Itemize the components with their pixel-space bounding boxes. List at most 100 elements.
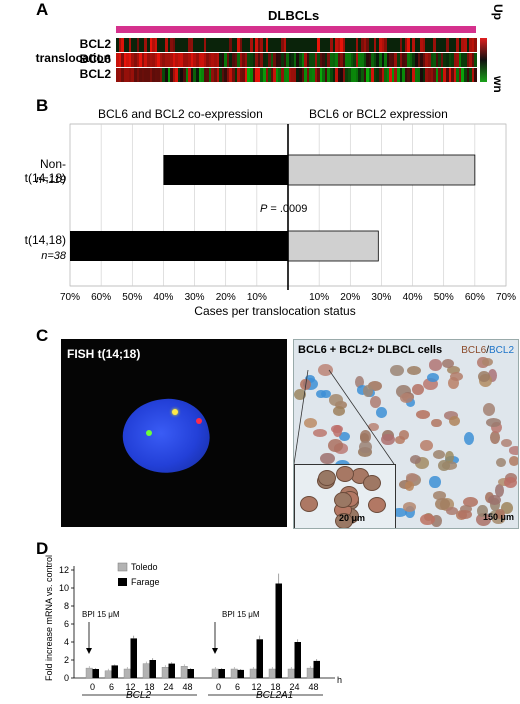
- heatmap-cell: [427, 68, 431, 82]
- bar-toledo: [85, 667, 93, 679]
- heatmap-cell: [402, 38, 405, 52]
- heatmap-cell: [342, 38, 346, 52]
- ihc-cell: [410, 454, 422, 465]
- heatmap-cell: [446, 38, 449, 52]
- hours-unit: h: [337, 675, 343, 685]
- heatmap-cell: [265, 38, 269, 52]
- panel-a-letter: A: [36, 0, 49, 19]
- heatmap-cell: [417, 68, 421, 82]
- heatmap-cell: [260, 53, 263, 67]
- heatmap-cell: [255, 53, 258, 67]
- ihc-inset: 20 μm: [294, 464, 396, 528]
- green-signal: [146, 430, 152, 436]
- ihc-cell: [463, 432, 475, 446]
- heatmap-cell: [198, 53, 202, 67]
- heatmap-cell: [435, 68, 439, 82]
- stain-bcl2-label: BCL2: [488, 345, 514, 356]
- heatmap-cell: [296, 68, 300, 82]
- heatmap-cell: [314, 68, 318, 82]
- heatmap-cell: [213, 68, 217, 82]
- heatmap-cell: [128, 68, 132, 82]
- heatmap-cell: [301, 53, 305, 67]
- y-tick-label: 12: [59, 565, 69, 575]
- heatmap-cell: [373, 53, 377, 67]
- ihc-cell: [367, 422, 380, 432]
- zoom-lines: [294, 369, 395, 465]
- ihc-cell: [354, 375, 365, 389]
- p-value: = .0009: [270, 203, 308, 215]
- heatmap-cell: [175, 53, 178, 67]
- heatmap-cell: [378, 68, 382, 82]
- heatmap-cell: [193, 38, 196, 52]
- ihc-cell: [420, 439, 433, 451]
- y-tick-label: 2: [64, 655, 69, 665]
- ihc-cell: [495, 484, 505, 497]
- ihc-cell: [363, 385, 374, 397]
- inset-cell: [363, 475, 382, 492]
- heatmap-cell: [469, 68, 472, 82]
- heatmap-cell: [291, 53, 294, 67]
- heatmap-cell: [404, 68, 408, 82]
- heatmap-cell: [262, 68, 266, 82]
- ihc-cell: [501, 501, 514, 514]
- heatmap-cell: [183, 53, 186, 67]
- heatmap-cell: [433, 38, 436, 52]
- bar-toledo: [180, 666, 188, 679]
- heatmap-cell: [355, 68, 359, 82]
- heatmap-cell: [162, 38, 165, 52]
- heatmap-cell: [358, 38, 361, 52]
- panel-b-letter: B: [36, 96, 49, 115]
- heatmap-cell: [464, 68, 467, 82]
- bar-toledo: [123, 668, 131, 679]
- heatmap-cell: [131, 68, 135, 82]
- expression-color-scale: [480, 38, 487, 82]
- heatmap-cell: [438, 53, 441, 67]
- ihc-cell: [442, 358, 454, 369]
- heatmap-cell: [146, 53, 150, 67]
- x-tick-label: 10%: [309, 292, 329, 303]
- heatmap-cell: [170, 53, 173, 67]
- heatmap-cell: [208, 38, 212, 52]
- ihc-cell: [294, 388, 307, 401]
- bar-farage: [218, 669, 225, 678]
- heatmap-cell: [474, 38, 477, 52]
- ihc-cell: [496, 458, 506, 468]
- heatmap-cell: [154, 68, 158, 82]
- legend-farage-swatch: [118, 578, 127, 586]
- inset-cell: [318, 469, 337, 486]
- heatmap-cell: [417, 38, 421, 52]
- heatmap-cell: [131, 38, 135, 52]
- heatmap-cell: [378, 38, 382, 52]
- heatmap-cell: [358, 53, 361, 67]
- x-tick-label: 12: [251, 682, 261, 692]
- heatmap-cell: [422, 38, 426, 52]
- heatmap-cell: [389, 53, 392, 67]
- x-tick-label: 50%: [434, 292, 454, 303]
- ihc-cell: [429, 475, 441, 489]
- heatmap-cell: [420, 38, 423, 52]
- heatmap-cell: [229, 53, 233, 67]
- heatmap-cell: [206, 68, 209, 82]
- heatmap-cell: [260, 68, 263, 82]
- group-label-non-t1418: Non-t(14,18): [24, 157, 66, 185]
- heatmap-cell: [386, 53, 390, 67]
- heatmap-cell: [430, 68, 434, 82]
- heatmap-cell: [420, 53, 423, 67]
- y-tick-label: 6: [64, 619, 69, 629]
- heatmap-cell: [368, 53, 372, 67]
- left-header: BCL6 and BCL2 co-expression: [98, 107, 263, 121]
- heatmap-cell: [226, 38, 230, 52]
- heatmap-cell: [172, 38, 176, 52]
- heatmap-cell: [180, 38, 184, 52]
- ihc-cell: [405, 506, 415, 519]
- heatmap-cell: [216, 38, 220, 52]
- ihc-cell: [443, 411, 458, 420]
- heatmap-cell: [234, 53, 238, 67]
- ihc-cell: [360, 429, 371, 443]
- heatmap-cell: [195, 38, 199, 52]
- dlbcl-group-label: DLBCLs: [268, 8, 320, 23]
- heatmap-cell: [198, 38, 202, 52]
- ihc-cell: [446, 507, 458, 516]
- bar-farage: [149, 660, 156, 678]
- arrow-label-bcl2: BPI 15 μM: [82, 610, 120, 619]
